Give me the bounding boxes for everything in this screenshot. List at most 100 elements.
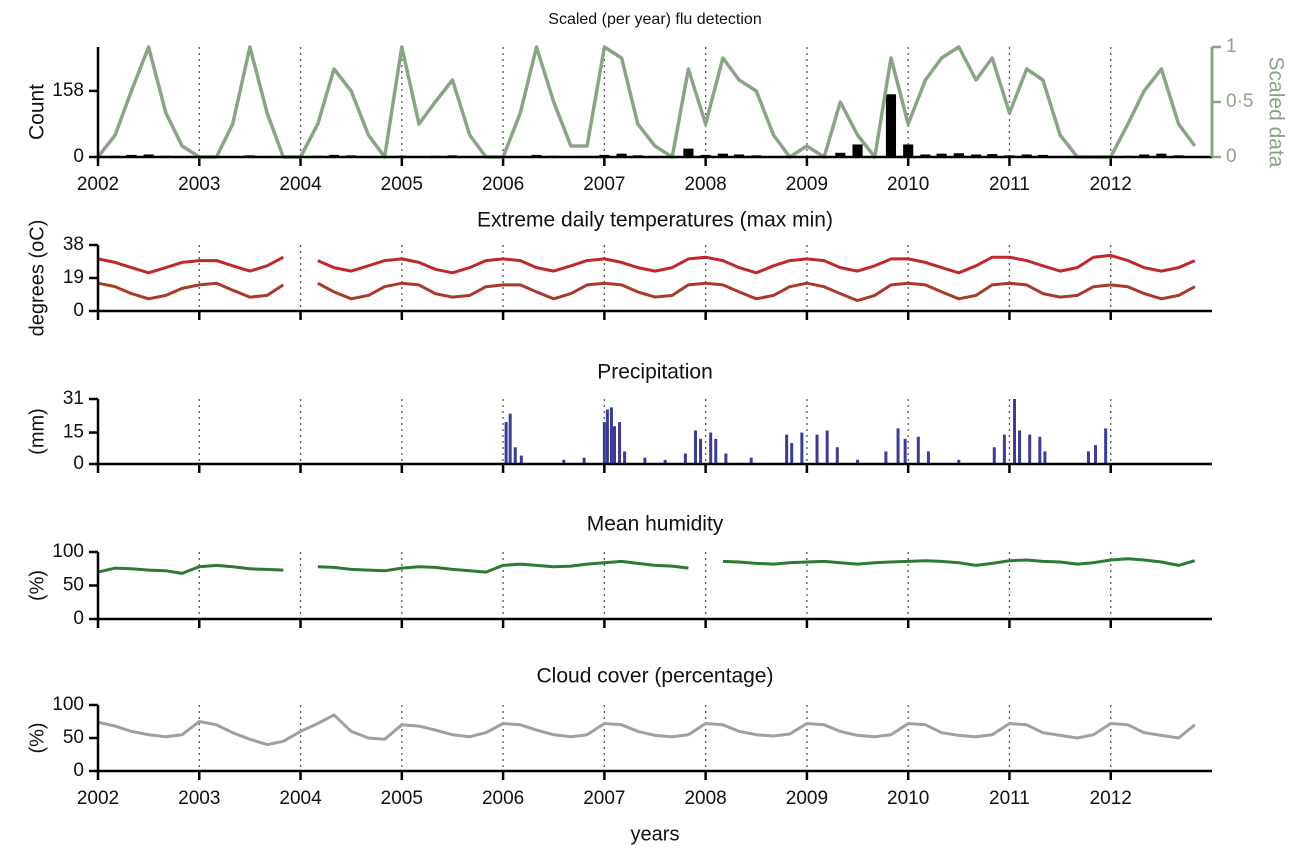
x-tick-label: 2007 — [583, 174, 625, 195]
scaled-line — [96, 45, 1197, 159]
series-line — [97, 713, 1196, 747]
count-bar — [903, 144, 914, 157]
bar — [605, 409, 609, 464]
bar — [582, 457, 586, 464]
bar — [815, 434, 819, 464]
bar — [508, 413, 512, 464]
bar — [1018, 430, 1022, 464]
count-bar — [143, 154, 154, 157]
x-tick-label: 2005 — [381, 174, 423, 195]
bar — [1104, 428, 1108, 464]
y-tick-label: 0 — [73, 453, 84, 474]
y-tick-label: 19 — [63, 267, 84, 288]
x-tick-label: 2002 — [77, 174, 119, 195]
y-tick-label: 0 — [73, 760, 84, 781]
series-line — [97, 281, 1196, 303]
bar — [903, 438, 907, 464]
count-bar — [616, 153, 627, 157]
bar — [618, 422, 622, 464]
x-tick-label: 2003 — [178, 788, 220, 809]
y-tick-label: 158 — [52, 80, 84, 101]
x-tick-label: 2003 — [178, 174, 220, 195]
bar — [663, 459, 667, 464]
y-tick-label: 0 — [73, 300, 84, 321]
y-axis-label: degrees (oC) — [26, 220, 48, 337]
count-bar — [835, 152, 846, 157]
bar — [562, 459, 566, 464]
bar — [1002, 434, 1006, 464]
x-tick-label: 2008 — [684, 788, 726, 809]
count-bar — [717, 153, 728, 157]
count-bar — [683, 148, 694, 157]
count-bar — [920, 154, 931, 157]
series-line — [97, 253, 1196, 275]
bar — [992, 447, 996, 464]
bar — [856, 459, 860, 464]
bar — [709, 432, 713, 464]
count-bar — [733, 154, 745, 157]
y-tick-label: 0 — [73, 608, 84, 629]
y2-tick-label: 1 — [1226, 36, 1237, 57]
count-bar — [936, 153, 947, 157]
x-tick-label: 2010 — [887, 788, 929, 809]
x-tick-label: 2012 — [1090, 174, 1132, 195]
y2-tick-label: 0·5 — [1226, 91, 1253, 112]
bar — [623, 451, 627, 464]
bar — [800, 432, 804, 464]
x-tick-label: 2007 — [583, 788, 625, 809]
bar — [714, 438, 718, 464]
bar — [884, 451, 888, 464]
x-tick-label: 2010 — [887, 174, 929, 195]
panel-title: Scaled (per year) flu detection — [548, 11, 761, 28]
x-tick-label: 2011 — [989, 788, 1030, 809]
series-line — [97, 557, 1196, 575]
bar — [749, 457, 753, 464]
bar — [835, 447, 839, 464]
y-axis-label: Count — [26, 84, 49, 140]
y-tick-label: 15 — [63, 422, 84, 443]
count-bar — [953, 153, 964, 157]
count-bar — [852, 144, 863, 157]
bar — [602, 422, 606, 464]
count-bar — [885, 94, 897, 157]
panel-title: Precipitation — [597, 361, 713, 384]
y-tick-label: 100 — [52, 694, 84, 715]
bar — [699, 438, 703, 464]
x-tick-label: 2005 — [381, 788, 423, 809]
bar — [1013, 399, 1017, 464]
bar — [896, 428, 900, 464]
bar — [1028, 434, 1032, 464]
bar — [513, 447, 517, 464]
bar — [1094, 445, 1098, 464]
count-bar — [987, 154, 998, 157]
y-tick-label: 31 — [63, 388, 84, 409]
panel-title: Mean humidity — [587, 513, 724, 536]
bar — [1038, 436, 1042, 464]
y-tick-label: 50 — [63, 575, 84, 596]
count-bar — [1021, 154, 1032, 157]
y-tick-label: 50 — [63, 727, 84, 748]
count-bar — [970, 154, 982, 157]
y-tick-label: 38 — [63, 234, 84, 255]
bar — [519, 455, 523, 464]
x-tick-label: 2002 — [77, 788, 119, 809]
y-axis-label: (%) — [26, 570, 48, 601]
y-axis-label: (mm) — [26, 408, 48, 455]
bar — [504, 422, 508, 464]
y2-tick-label: 0 — [1226, 146, 1237, 167]
bar — [926, 451, 930, 464]
bar — [916, 436, 920, 464]
bar — [1043, 451, 1047, 464]
x-tick-label: 2004 — [279, 788, 322, 809]
x-tick-label: 2009 — [786, 174, 828, 195]
bar — [785, 434, 789, 464]
bar — [957, 459, 961, 464]
y2-axis-label: Scaled data — [1264, 57, 1287, 168]
x-tick-label: 2006 — [482, 174, 524, 195]
bar — [825, 430, 829, 464]
y-axis-label: (%) — [26, 722, 48, 753]
x-axis-label: years — [631, 823, 680, 845]
panel-title: Cloud cover (percentage) — [537, 665, 774, 688]
x-tick-label: 2008 — [684, 174, 726, 195]
